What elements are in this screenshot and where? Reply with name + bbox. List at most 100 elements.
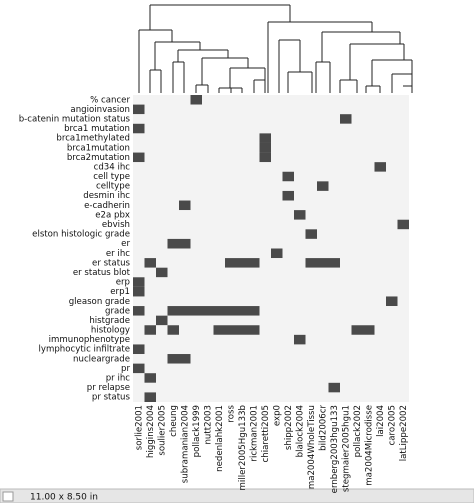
- column-label: higgins2004: [146, 405, 156, 458]
- heatmap-cell: [363, 325, 375, 335]
- heatmap-cell: [317, 286, 329, 297]
- heatmap-cell: [305, 210, 317, 220]
- column-label: bild2006cr: [318, 405, 328, 451]
- heatmap-cell: [328, 392, 340, 402]
- heatmap-cell: [202, 219, 214, 230]
- heatmap-cell: [144, 123, 156, 134]
- heatmap-cell: [317, 190, 329, 201]
- row-label: er ihc: [106, 249, 130, 259]
- heatmap-cell: [144, 334, 156, 345]
- heatmap-cell: [179, 373, 191, 383]
- heatmap-cell: [236, 354, 248, 364]
- row-label: pr status: [92, 393, 131, 403]
- heatmap-cell: [386, 162, 398, 172]
- heatmap-cell: [236, 104, 248, 115]
- heatmap-cell: [259, 258, 271, 268]
- heatmap-cell: [167, 152, 179, 163]
- column-label: pollack1999: [192, 405, 202, 457]
- heatmap-cell: [294, 296, 306, 307]
- heatmap-cell: [225, 152, 237, 163]
- heatmap-cell: [397, 229, 409, 239]
- column-label: caro2005: [387, 405, 397, 445]
- heatmap-cell: [397, 152, 409, 163]
- heatmap-cell: [259, 306, 271, 316]
- heatmap-cell: [144, 373, 156, 383]
- heatmap-cell: [282, 267, 294, 278]
- heatmap-cell: [248, 95, 260, 105]
- heatmap-cell: [259, 114, 271, 124]
- heatmap-cell: [328, 373, 340, 383]
- heatmap-cell: [259, 334, 271, 345]
- heatmap-cell: [213, 210, 225, 220]
- heatmap-cell: [144, 133, 156, 143]
- heatmap-cell: [156, 123, 168, 134]
- heatmap-cell: [248, 334, 260, 345]
- row-label: pr: [121, 364, 130, 374]
- heatmap-cell: [374, 315, 386, 326]
- heatmap-cell: [225, 104, 237, 115]
- heatmap-cell: [156, 373, 168, 383]
- heatmap-cell: [156, 152, 168, 163]
- heatmap-cell: [294, 334, 306, 345]
- row-label: histgrade: [89, 316, 130, 326]
- heatmap-cell: [317, 373, 329, 383]
- heatmap-cell: [282, 277, 294, 287]
- heatmap-cell: [328, 219, 340, 230]
- heatmap-cell: [397, 363, 409, 374]
- heatmap-cell: [282, 354, 294, 364]
- heatmap-cell: [167, 162, 179, 172]
- row-label: desmin ihc: [83, 191, 130, 201]
- heatmap-cell: [386, 344, 398, 355]
- row-label: cell type: [93, 172, 130, 182]
- heatmap-cell: [225, 171, 237, 182]
- heatmap-cell: [248, 248, 260, 259]
- heatmap-cell: [363, 258, 375, 268]
- heatmap-cell: [179, 95, 191, 105]
- heatmap-cell: [144, 229, 156, 239]
- heatmap-cell: [340, 123, 352, 134]
- heatmap-cell: [213, 334, 225, 345]
- heatmap-cell: [363, 306, 375, 316]
- heatmap-cell: [386, 258, 398, 268]
- heatmap-cell: [386, 277, 398, 287]
- heatmap-cell: [202, 152, 214, 163]
- heatmap-cell: [397, 392, 409, 402]
- heatmap-cell: [351, 200, 363, 211]
- heatmap-cell: [305, 296, 317, 307]
- heatmap-cell: [386, 95, 398, 105]
- heatmap-cell: [328, 277, 340, 287]
- status-icon: [2, 491, 14, 502]
- heatmap-cell: [259, 277, 271, 287]
- heatmap-cell: [144, 325, 156, 335]
- heatmap-cell: [328, 382, 340, 393]
- heatmap-cell: [386, 181, 398, 191]
- heatmap-cell: [236, 296, 248, 307]
- heatmap-cell: [328, 325, 340, 335]
- heatmap-cell: [294, 133, 306, 143]
- heatmap-cell: [305, 190, 317, 201]
- heatmap-cell: [259, 363, 271, 374]
- heatmap-cell: [144, 152, 156, 163]
- heatmap-cell: [271, 267, 283, 278]
- row-label: brca1 mutation: [64, 124, 130, 134]
- heatmap-cell: [225, 229, 237, 239]
- heatmap-cell: [248, 181, 260, 191]
- heatmap-cell: [328, 171, 340, 182]
- heatmap-cell: [248, 114, 260, 124]
- heatmap-cell: [225, 133, 237, 143]
- heatmap-cell: [248, 277, 260, 287]
- heatmap-cell: [340, 344, 352, 355]
- heatmap-cell: [236, 286, 248, 297]
- heatmap-cell: [236, 238, 248, 249]
- heatmap-cell: [144, 104, 156, 115]
- heatmap-cell: [225, 334, 237, 345]
- heatmap-cell: [144, 210, 156, 220]
- column-label: nutt2003: [203, 405, 213, 445]
- heatmap-cell: [374, 392, 386, 402]
- heatmap-cell: [144, 277, 156, 287]
- heatmap-cell: [328, 229, 340, 239]
- heatmap-cell: [294, 181, 306, 191]
- heatmap-cell: [340, 133, 352, 143]
- heatmap-cell: [202, 181, 214, 191]
- heatmap-cell: [271, 142, 283, 153]
